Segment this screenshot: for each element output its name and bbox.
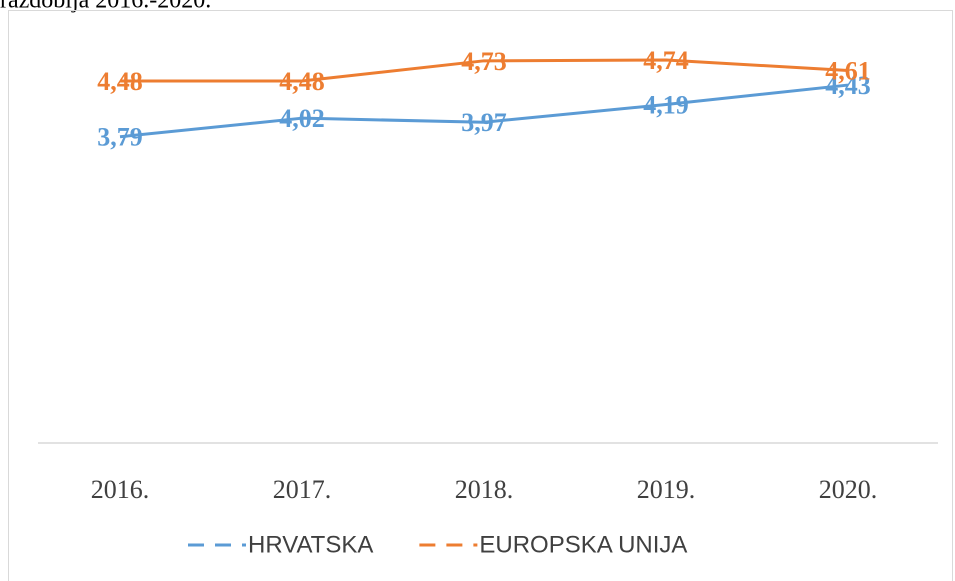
series-line — [119, 83, 849, 139]
data-label: 3,97 — [461, 108, 507, 137]
legend-label: HRVATSKA — [248, 531, 373, 558]
x-tick-label: 2018. — [455, 475, 514, 504]
caption: razdoblja 2016.-2020. — [0, 0, 211, 14]
legend-label: EUROPSKA UNIJA — [479, 531, 687, 558]
data-label: 4,73 — [461, 47, 507, 76]
data-label: 4,74 — [643, 46, 689, 75]
x-tick-label: 2019. — [637, 475, 696, 504]
data-label: 3,79 — [97, 123, 143, 152]
chart-border — [8, 10, 953, 581]
x-tick-label: 2020. — [819, 475, 878, 504]
data-label: 4,43 — [825, 71, 871, 100]
data-label: 4,19 — [643, 90, 689, 119]
data-label: 4,02 — [279, 104, 325, 133]
x-tick-label: 2016. — [91, 475, 150, 504]
data-label: 4,48 — [279, 67, 325, 96]
x-tick-label: 2017. — [273, 475, 332, 504]
data-label: 4,61 — [825, 56, 871, 85]
data-label: 4,48 — [97, 67, 143, 96]
series-line — [120, 58, 849, 83]
